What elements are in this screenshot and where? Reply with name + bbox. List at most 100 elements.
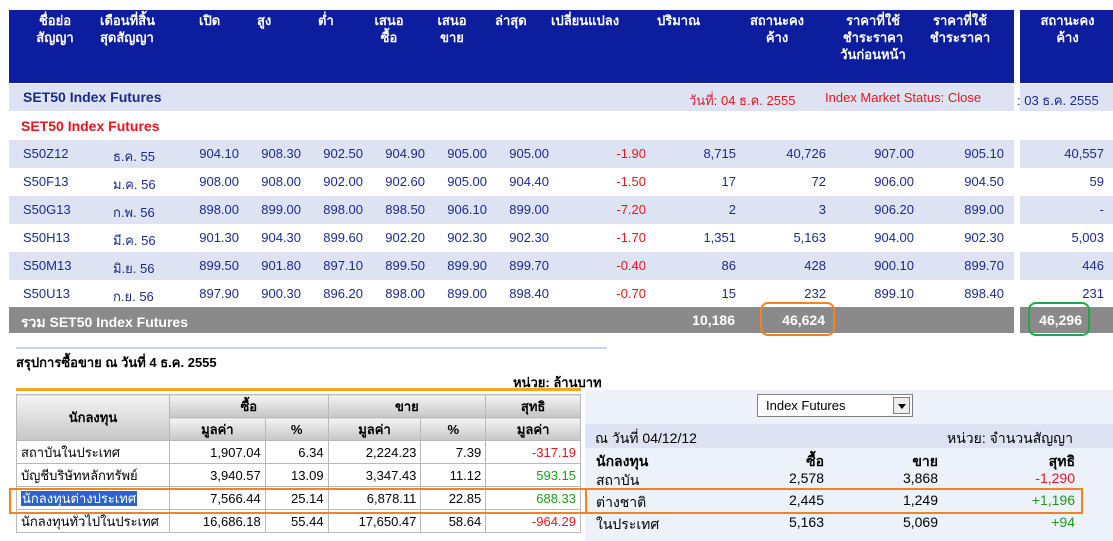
cell-volume: 1,351 xyxy=(703,230,736,245)
contract-investor: ต่างชาติ xyxy=(596,494,647,510)
side-summary-open-interest: 46,296 xyxy=(1039,312,1082,328)
cell-prev-settlement: 904.00 xyxy=(874,230,914,245)
product-select[interactable]: Index Futures xyxy=(757,394,913,417)
cell-bid: 898.50 xyxy=(385,202,425,217)
cell-symbol[interactable]: S50G13 xyxy=(23,202,71,217)
contract-header-net: สุทธิ xyxy=(1048,453,1075,469)
cell-investor: สถาบันในประเทศ xyxy=(16,440,170,464)
cell-buy-value: 3,940.57 xyxy=(168,463,266,487)
table-row: นักลงทุนต่างประเทศ 7,566.44 25.14 6,878.11 2… xyxy=(16,486,581,510)
cell-settlement: 898.40 xyxy=(964,286,1004,301)
group-title-row: SET50 Index Futures xyxy=(9,112,1014,140)
cell-open-interest: 428 xyxy=(804,258,826,273)
cell-bid: 899.50 xyxy=(385,258,425,273)
table-row: สถาบันในประเทศ 1,907.04 6.34 2,224.23 7.39 -3… xyxy=(16,440,581,464)
col-header-symbol: ชื่อย่อ สัญญา xyxy=(36,13,74,45)
side-table-row: 40,557 xyxy=(1020,140,1113,168)
market-title: SET50 Index Futures xyxy=(23,89,162,105)
cell-month: มิ.ย. 56 xyxy=(113,261,155,276)
cell-high: 908.00 xyxy=(261,174,301,189)
cell-open: 897.90 xyxy=(199,286,239,301)
cell-change: -1.50 xyxy=(616,174,646,189)
cell-symbol[interactable]: S50M13 xyxy=(23,258,72,273)
cell-month: ก.ย. 56 xyxy=(113,289,154,304)
contract-header-sell: ขาย xyxy=(912,453,938,469)
cell-last: 905.00 xyxy=(509,146,549,161)
table-row: S50Z12 ธ.ค. 55 904.10 908.30 902.50 904.90 905… xyxy=(9,140,1014,168)
cell-net: -317.19 xyxy=(485,440,581,464)
product-select-value: Index Futures xyxy=(766,398,846,413)
trading-summary-unit: หน่วย: ล้านบาท xyxy=(513,375,602,390)
cell-volume: 17 xyxy=(721,174,736,189)
contract-net: -1,290 xyxy=(1035,470,1075,486)
cell-open: 898.00 xyxy=(199,202,239,217)
summary-row: รวม SET50 Index Futures 10,186 46,624 xyxy=(9,307,1014,333)
th-sell-pct: % xyxy=(420,417,487,441)
cell-buy-pct: 6.34 xyxy=(264,440,329,464)
cell-symbol[interactable]: S50U13 xyxy=(23,286,70,301)
contract-date: ณ วันที่ 04/12/12 xyxy=(595,430,697,446)
cell-low: 902.00 xyxy=(323,174,363,189)
contract-buy: 5,163 xyxy=(788,514,824,530)
cell-side-open-interest: 446 xyxy=(1082,258,1104,273)
cell-offer: 902.30 xyxy=(447,230,487,245)
cell-sell-value: 2,224.23 xyxy=(327,440,422,464)
cell-open-interest: 5,163 xyxy=(793,230,826,245)
contract-unit: หน่วย: จำนวนสัญญา xyxy=(947,430,1073,446)
col-header-settlement: ราคาที่ใช้ ชำระราคา xyxy=(929,13,991,45)
cell-sell-value: 6,878.11 xyxy=(327,486,422,510)
cell-offer: 905.00 xyxy=(447,146,487,161)
cell-net: 593.15 xyxy=(485,463,581,487)
contract-sell: 1,249 xyxy=(902,492,938,508)
table-row: S50M13 มิ.ย. 56 899.50 901.80 897.10 899.50 89… xyxy=(9,252,1014,280)
table-row: บัญชีบริษัทหลักทรัพย์ 3,940.57 13.09 3,347.… xyxy=(16,463,581,487)
cell-volume: 86 xyxy=(721,258,736,273)
th-buy: ซื้อ xyxy=(168,394,329,418)
trading-summary-table: นักลงทุน ซื้อ ขาย สุทธิ มูลค่า % มูลค่า … xyxy=(16,394,581,533)
cell-open-interest: 72 xyxy=(811,174,826,189)
summary-volume: 10,186 xyxy=(692,312,735,328)
side-table-row: 59 xyxy=(1020,168,1113,196)
cell-open: 901.30 xyxy=(199,230,239,245)
cell-month: ธ.ค. 55 xyxy=(113,149,155,164)
cell-high: 899.00 xyxy=(261,202,301,217)
col-header-low: ต่ำ xyxy=(318,13,334,28)
cell-offer: 899.90 xyxy=(447,258,487,273)
cell-low: 898.00 xyxy=(323,202,363,217)
cell-symbol[interactable]: S50Z12 xyxy=(23,146,69,161)
cell-symbol[interactable]: S50H13 xyxy=(23,230,70,245)
col-header-last: ล่าสุด xyxy=(495,13,527,28)
chevron-down-icon[interactable] xyxy=(893,397,910,414)
col-header-offer: เสนอ ขาย xyxy=(437,13,467,45)
side-date: : 03 ธ.ค. 2555 xyxy=(1017,93,1099,108)
cell-open-interest: 40,726 xyxy=(786,146,826,161)
side-table-row: - xyxy=(1020,196,1113,224)
contract-net: +94 xyxy=(1051,514,1075,530)
cell-volume: 2 xyxy=(728,202,736,217)
cell-high: 908.30 xyxy=(261,146,301,161)
table-row: S50G13 ก.พ. 56 898.00 899.00 898.00 898.50 906… xyxy=(9,196,1014,224)
cell-last: 902.30 xyxy=(509,230,549,245)
cell-sell-pct: 7.39 xyxy=(420,440,487,464)
cell-buy-value: 7,566.44 xyxy=(168,486,266,510)
summary-label: รวม SET50 Index Futures xyxy=(21,314,188,330)
cell-volume: 15 xyxy=(721,286,736,301)
col-header-expiry-month: เดือนที่สิ้น สุดสัญญา xyxy=(100,13,155,45)
cell-low: 902.50 xyxy=(323,146,363,161)
cell-buy-pct: 13.09 xyxy=(264,463,329,487)
market-date: วันที่: 04 ธ.ค. 2555 xyxy=(689,93,796,108)
contract-header-buy: ซื้อ xyxy=(806,453,824,469)
cell-side-open-interest: 59 xyxy=(1089,174,1104,189)
cell-open-interest: 232 xyxy=(804,286,826,301)
selected-investor-text[interactable]: นักลงทุนต่างประเทศ xyxy=(21,490,138,506)
th-net-value: มูลค่า xyxy=(485,417,581,441)
side-table-row: 446 xyxy=(1020,252,1113,280)
contract-investor: สถาบัน xyxy=(596,472,640,488)
cell-open: 908.00 xyxy=(199,174,239,189)
contract-buy: 2,578 xyxy=(788,470,824,486)
highlight-box-foreign-investor xyxy=(9,488,607,514)
col-header-change: เปลี่ยนแปลง xyxy=(551,13,620,28)
cell-offer: 905.00 xyxy=(447,174,487,189)
cell-symbol[interactable]: S50F13 xyxy=(23,174,69,189)
cell-last: 898.40 xyxy=(509,286,549,301)
